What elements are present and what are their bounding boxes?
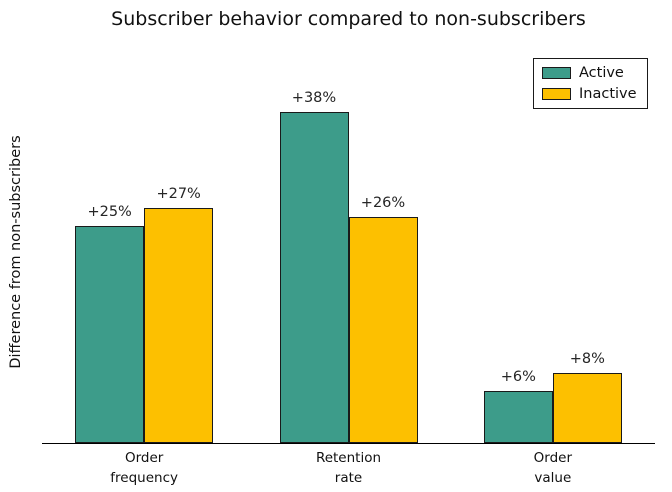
value-label-inactive-order-frequency: +27% (156, 186, 201, 202)
bar-active-retention-rate (279, 112, 349, 443)
value-label-inactive-order-value: +8% (569, 351, 605, 367)
bar-active-order-value (483, 391, 553, 443)
value-label-active-order-frequency: +25% (87, 204, 132, 220)
legend-item-active: Active (542, 65, 637, 81)
plot-area: +25% +27% Order frequency +38% +26% Retention… (42, 59, 655, 486)
bar-active-order-frequency (75, 226, 145, 443)
bar-inactive-order-frequency (144, 208, 214, 443)
legend-swatch-inactive-icon (542, 88, 571, 100)
legend-label-active: Active (579, 65, 624, 81)
value-label-inactive-retention-rate: +26% (360, 195, 406, 211)
y-axis-label: Difference from non-subscribers (8, 135, 24, 369)
x-tick-label-retention-rate: Retention rate (315, 450, 382, 487)
value-label-active-order-value: +6% (500, 369, 536, 385)
value-label-active-retention-rate: +38% (291, 90, 337, 106)
x-tick-label-order-frequency: Order frequency (110, 450, 179, 487)
bar-inactive-retention-rate (348, 217, 418, 443)
legend: Active Inactive (533, 58, 648, 109)
chart-title: Subscriber behavior compared to non-subs… (111, 8, 586, 30)
x-tick-label-order-value: Order value (533, 450, 573, 487)
legend-swatch-active-icon (542, 67, 571, 79)
bar-inactive-order-value (552, 373, 622, 443)
legend-label-inactive: Inactive (579, 86, 637, 102)
legend-item-inactive: Inactive (542, 86, 637, 102)
